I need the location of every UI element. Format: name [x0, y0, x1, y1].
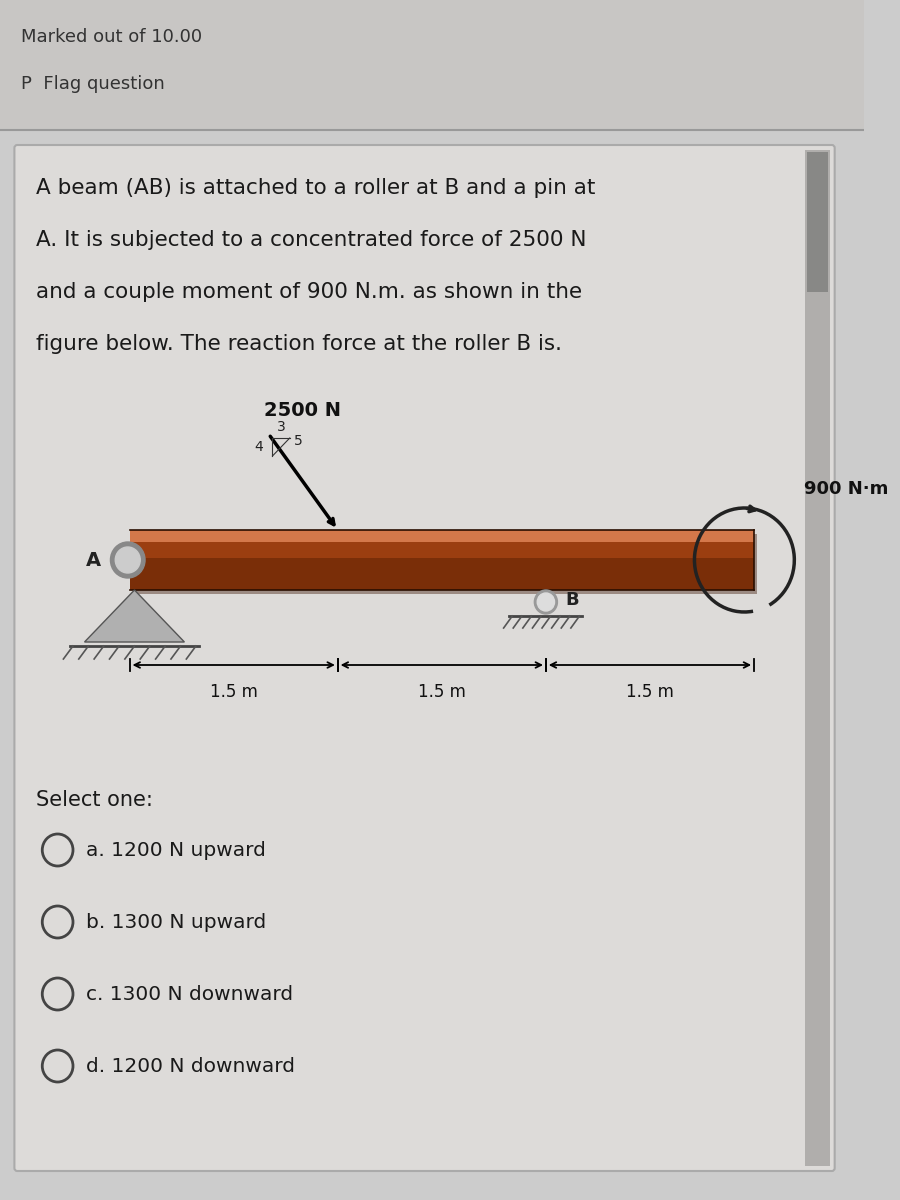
Text: and a couple moment of 900 N.m. as shown in the: and a couple moment of 900 N.m. as shown…: [37, 282, 582, 302]
Text: A. It is subjected to a concentrated force of 2500 N: A. It is subjected to a concentrated for…: [37, 230, 587, 250]
Polygon shape: [85, 590, 184, 642]
Bar: [130, 530, 754, 542]
Text: Select one:: Select one:: [37, 790, 153, 810]
Text: P  Flag question: P Flag question: [21, 74, 165, 92]
Circle shape: [115, 547, 140, 572]
Text: 4: 4: [254, 440, 263, 454]
Text: d. 1200 N downward: d. 1200 N downward: [86, 1056, 295, 1075]
Circle shape: [42, 1050, 73, 1082]
Bar: [805, 150, 830, 1166]
Circle shape: [111, 542, 145, 578]
Bar: [806, 152, 828, 292]
Circle shape: [42, 906, 73, 938]
Bar: [0, 0, 864, 130]
Text: 5: 5: [293, 434, 302, 448]
Text: 900 N·m: 900 N·m: [804, 480, 888, 498]
Text: 1.5 m: 1.5 m: [418, 683, 466, 701]
Text: 1.5 m: 1.5 m: [210, 683, 257, 701]
Text: A: A: [86, 551, 101, 570]
Text: figure below. The reaction force at the roller B is.: figure below. The reaction force at the …: [37, 334, 562, 354]
Text: B: B: [565, 590, 579, 608]
Text: c. 1300 N downward: c. 1300 N downward: [86, 984, 293, 1003]
Text: 3: 3: [276, 420, 285, 434]
Text: b. 1300 N upward: b. 1300 N upward: [86, 912, 266, 931]
Circle shape: [42, 978, 73, 1010]
Text: 1.5 m: 1.5 m: [626, 683, 674, 701]
Circle shape: [42, 834, 73, 866]
Text: a. 1200 N upward: a. 1200 N upward: [86, 840, 266, 859]
Text: A beam (AB) is attached to a roller at B and a pin at: A beam (AB) is attached to a roller at B…: [37, 178, 596, 198]
Text: 2500 N: 2500 N: [264, 401, 341, 420]
Bar: [130, 538, 754, 590]
Circle shape: [535, 590, 557, 614]
FancyBboxPatch shape: [14, 145, 834, 1171]
Text: Marked out of 10.00: Marked out of 10.00: [21, 28, 202, 46]
Circle shape: [537, 593, 554, 611]
Bar: [132, 534, 757, 594]
Bar: [130, 534, 754, 558]
